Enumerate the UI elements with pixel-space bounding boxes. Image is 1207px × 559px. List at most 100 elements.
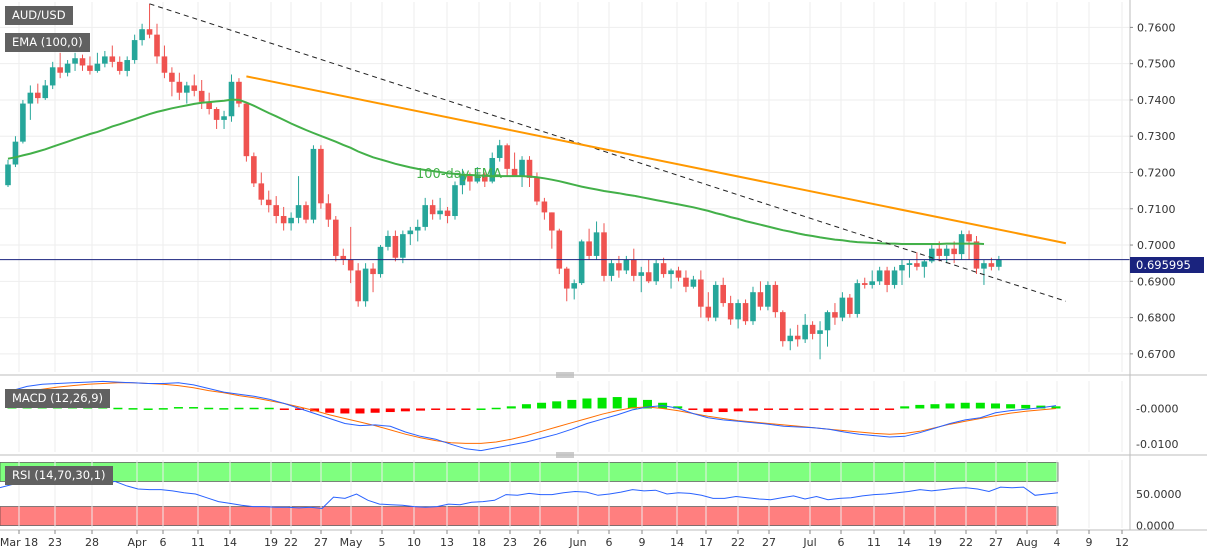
candle-body bbox=[176, 81, 183, 93]
candle-body bbox=[161, 56, 168, 73]
time-tick-label: 11 bbox=[191, 536, 205, 549]
candle-body bbox=[861, 283, 868, 285]
candle-body bbox=[973, 241, 980, 269]
time-tick-label: 23 bbox=[48, 536, 62, 549]
price-tick-label: 0.6800 bbox=[1137, 312, 1176, 325]
rsi-panel bbox=[0, 480, 1059, 510]
macd-histogram-bar bbox=[960, 402, 970, 409]
candle-body bbox=[712, 284, 719, 318]
candle-body bbox=[914, 263, 920, 267]
time-tick-label: 23 bbox=[503, 536, 517, 549]
candle-body bbox=[511, 168, 518, 177]
candle-body bbox=[578, 241, 585, 284]
candle-body bbox=[49, 67, 56, 86]
macd-histogram-bar bbox=[264, 407, 274, 410]
y-axis-labels: 0.7600 0.7500 0.7400 0.7300 0.7200 0.7100 0.70… bbox=[1130, 21, 1182, 532]
candle-body bbox=[35, 92, 41, 99]
macd-histogram-bar bbox=[930, 404, 940, 409]
macd-indicator-tag[interactable]: MACD (12,26,9) bbox=[5, 389, 110, 408]
time-tick-label: 9 bbox=[639, 536, 646, 549]
candle-body bbox=[243, 103, 250, 157]
candle-body bbox=[929, 248, 935, 262]
time-tick-label: 27 bbox=[989, 536, 1003, 549]
macd-histogram-bar bbox=[733, 408, 743, 412]
macd-histogram-bar bbox=[461, 408, 471, 410]
candle-body bbox=[258, 183, 265, 200]
macd-histogram-bar bbox=[945, 403, 955, 409]
macd-histogram-bar bbox=[294, 408, 304, 410]
time-tick-label: 12 bbox=[1115, 536, 1129, 549]
price-panel bbox=[0, 3, 1130, 360]
candle-body bbox=[936, 248, 943, 256]
candle-body bbox=[504, 145, 510, 169]
candle-body bbox=[102, 56, 108, 64]
time-tick-label: 27 bbox=[762, 536, 776, 549]
candle-body bbox=[198, 90, 205, 102]
candle-body bbox=[817, 330, 823, 334]
candle-body bbox=[586, 241, 592, 256]
time-tick-label: 27 bbox=[314, 536, 328, 549]
macd-signal-line bbox=[11, 382, 1057, 444]
candle-body bbox=[876, 270, 883, 282]
candle-body bbox=[847, 297, 853, 314]
candle-body bbox=[668, 270, 674, 275]
candle-body bbox=[251, 156, 257, 184]
candle-body bbox=[593, 232, 600, 256]
time-tick-label: 5 bbox=[379, 536, 386, 549]
macd-histogram-bar bbox=[113, 407, 123, 410]
price-tick-label: 0.7200 bbox=[1137, 166, 1176, 179]
price-tick-label: 0.6700 bbox=[1137, 348, 1176, 361]
candle-body bbox=[750, 292, 756, 322]
candle-body bbox=[236, 81, 242, 104]
time-tick-label: 22 bbox=[731, 536, 745, 549]
ema-indicator-tag[interactable]: EMA (100,0) bbox=[5, 33, 90, 52]
candle-body bbox=[325, 203, 332, 220]
candle-body bbox=[221, 116, 227, 120]
time-tick-label: 26 bbox=[533, 536, 547, 549]
macd-histogram-bar bbox=[370, 408, 380, 413]
time-tick-label: 13 bbox=[440, 536, 454, 549]
pane-resize-handles[interactable] bbox=[556, 372, 574, 458]
candle-body bbox=[116, 61, 123, 71]
candle-body bbox=[601, 232, 607, 276]
time-tick-label: Apr bbox=[127, 536, 147, 549]
price-tick-label: 0.7300 bbox=[1137, 130, 1176, 143]
candle-body bbox=[407, 230, 414, 235]
candle-body bbox=[79, 58, 86, 66]
macd-histogram-bar bbox=[673, 406, 683, 409]
candle-body bbox=[191, 85, 198, 91]
macd-histogram-bar bbox=[416, 408, 426, 411]
price-tick-label: 0.7500 bbox=[1137, 58, 1176, 71]
candle-body bbox=[653, 263, 659, 282]
rsi-indicator-tag[interactable]: RSI (14,70,30,1) bbox=[5, 466, 113, 485]
time-tick-label: 14 bbox=[897, 536, 911, 549]
time-tick-label: 19 bbox=[928, 536, 942, 549]
macd-histogram-bar bbox=[612, 397, 622, 409]
rsi-line bbox=[0, 480, 1059, 510]
macd-histogram-bar bbox=[990, 403, 1000, 409]
time-tick-label: 28 bbox=[85, 536, 99, 549]
macd-histogram-bar bbox=[809, 408, 819, 410]
macd-histogram-bar bbox=[537, 402, 547, 409]
candle-body bbox=[981, 263, 987, 269]
time-tick-label: 17 bbox=[699, 536, 713, 549]
candle-body bbox=[429, 205, 436, 215]
price-tick-label: 0.6900 bbox=[1137, 275, 1176, 288]
time-tick-label: 9 bbox=[1086, 536, 1093, 549]
candle-body bbox=[698, 279, 704, 307]
ema-100-line bbox=[7, 98, 985, 245]
candle-body bbox=[444, 210, 451, 217]
candle-body bbox=[27, 92, 34, 104]
candle-body bbox=[802, 324, 808, 340]
candle-body bbox=[608, 263, 615, 276]
candle-body bbox=[549, 212, 555, 231]
macd-histogram-bar bbox=[839, 408, 849, 410]
time-tick-label: 6 bbox=[160, 536, 167, 549]
candle-body bbox=[683, 277, 689, 287]
macd-histogram-bar bbox=[1006, 404, 1016, 409]
macd-histogram-bar bbox=[552, 401, 562, 409]
macd-panel bbox=[7, 380, 1061, 452]
macd-histogram-bar bbox=[582, 398, 592, 409]
macd-histogram-bar bbox=[249, 407, 259, 410]
candle-body bbox=[794, 335, 801, 340]
